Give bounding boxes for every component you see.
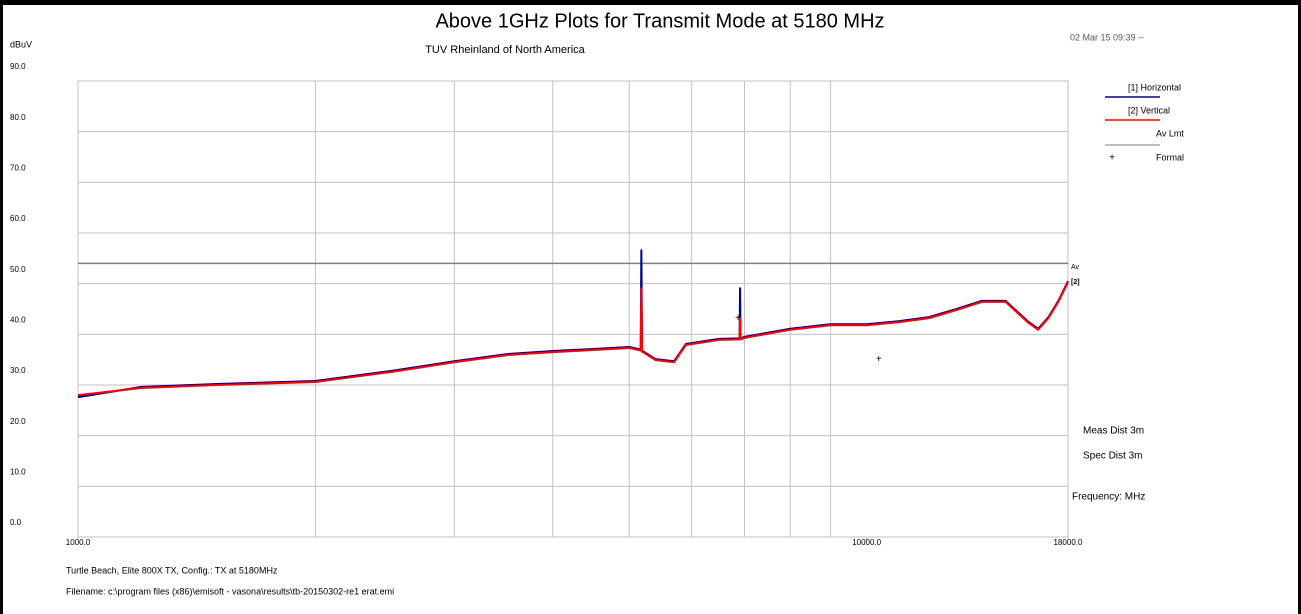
y-tick-label: 80.0 [10,113,26,122]
footer-text: Turtle Beach, Elite 800X TX, Config.: TX… [66,565,278,575]
left-border [0,0,3,614]
y-axis-label: dBuV [10,39,32,49]
legend-label: [2] Vertical [1128,105,1170,115]
note: Meas Dist 3m [1083,426,1144,437]
y-tick-label: 10.0 [10,467,26,476]
y-tick-label: 30.0 [10,366,26,375]
right-border [1298,0,1301,614]
x-tick-label: 10000.0 [852,538,881,547]
y-tick-label: 60.0 [10,214,26,223]
end-tag: [2] [1071,279,1080,286]
series-line [77,249,1069,399]
series-line [77,281,1069,397]
y-tick-label: 0.0 [10,518,22,527]
footer-text: Filename: c:\program files (x86)\emisoft… [66,586,394,596]
legend-marker: + [1109,153,1115,164]
legend-label: Av Lmt [1156,128,1184,138]
y-tick-label: 40.0 [10,315,26,324]
chart-title: Above 1GHz Plots for Transmit Mode at 51… [435,10,884,32]
x-tick-label: 1000.0 [66,538,91,547]
y-tick-label: 90.0 [10,62,26,71]
top-border [0,0,1301,5]
formal-point: + [876,354,882,365]
legend-label: Formal [1156,152,1184,162]
legend-label: [1] Horizontal [1128,82,1181,92]
y-tick-label: 70.0 [10,163,26,172]
note: Spec Dist 3m [1083,451,1142,462]
chart-subtitle: TUV Rheinland of North America [425,44,585,56]
timestamp: 02 Mar 15 09:39 -- [1070,32,1144,42]
formal-point: + [735,313,741,324]
limit-tag: Av [1071,264,1080,271]
y-tick-label: 20.0 [10,417,26,426]
x-axis-label: Frequency: MHz [1072,492,1145,503]
y-tick-label: 50.0 [10,265,26,274]
x-tick-label: 18000.0 [1054,538,1083,547]
